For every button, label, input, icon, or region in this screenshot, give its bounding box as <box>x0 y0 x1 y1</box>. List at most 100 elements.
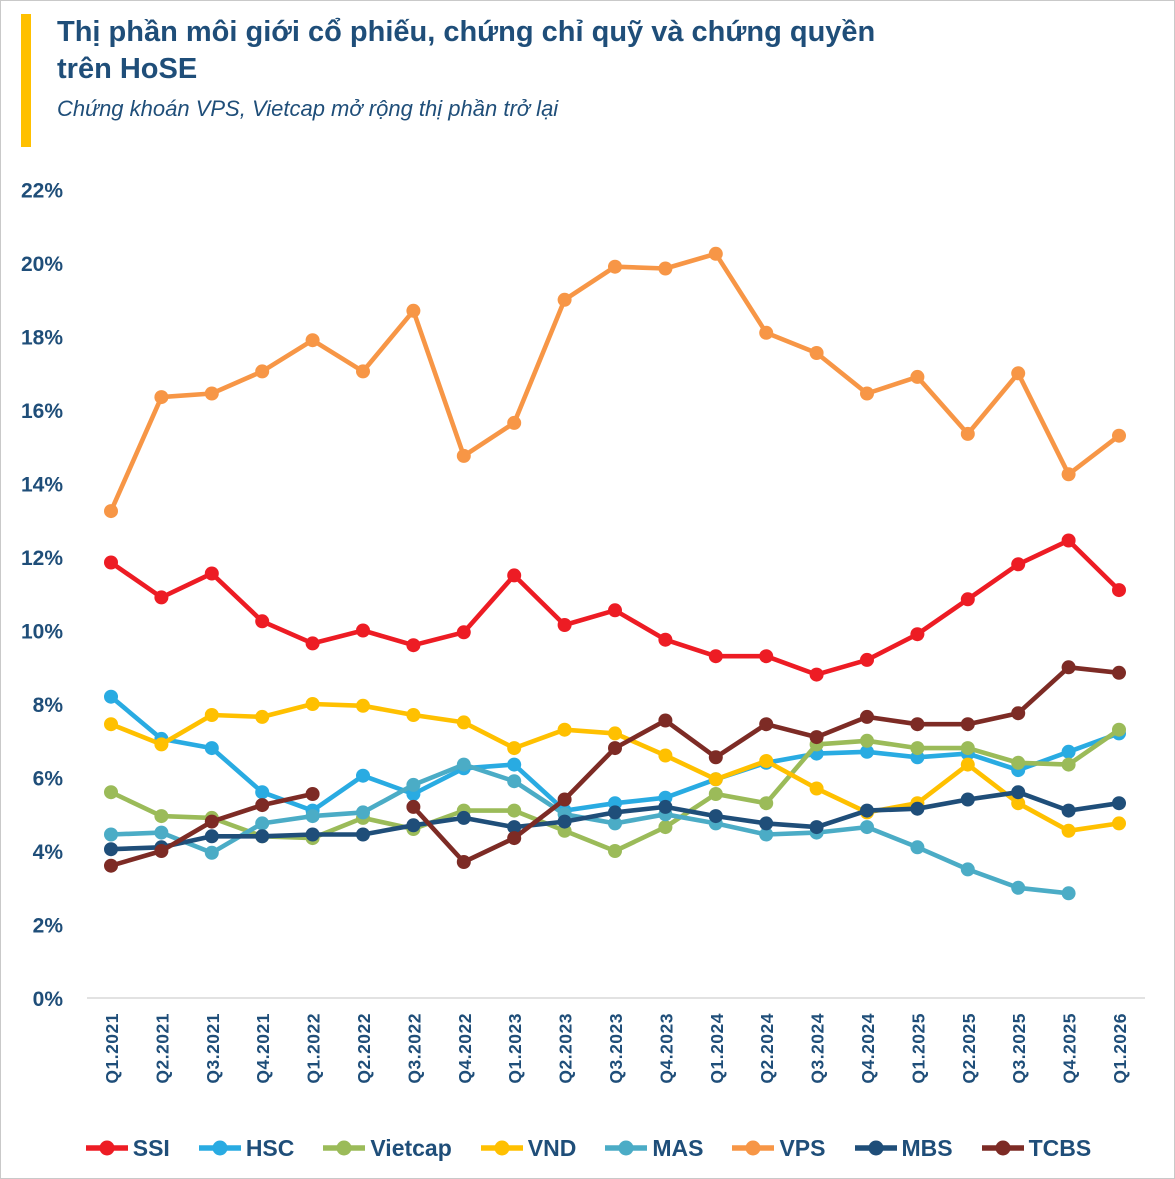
legend-label-vnd: VND <box>527 1134 577 1161</box>
legend-marker-vnd-icon <box>480 1140 523 1156</box>
vietcap-point-Q3.2025 <box>1011 755 1026 770</box>
tcbs-point-Q3.2025 <box>1011 706 1026 721</box>
x-tick-label-Q2.2022: Q2.2022 <box>354 1013 374 1084</box>
tcbs-point-Q3.2024 <box>809 730 824 745</box>
mas-point-Q3.2021 <box>204 845 219 860</box>
x-tick-label-Q2.2021: Q2.2021 <box>152 1013 172 1084</box>
ssi-point-Q4.2021 <box>255 614 270 629</box>
ssi-point-Q3.2023 <box>608 603 622 618</box>
x-tick-label-Q2.2023: Q2.2023 <box>556 1013 576 1084</box>
chart-subtitle: Chứng khoán VPS, Vietcap mở rộng thị phầ… <box>57 95 559 121</box>
ssi-point-Q4.2024 <box>860 652 874 667</box>
vps-point-Q2.2021 <box>154 390 169 405</box>
hsc-point-Q4.2021 <box>255 785 270 800</box>
vnd-point-Q4.2022 <box>456 715 471 730</box>
vnd-point-Q1.2024 <box>708 772 723 787</box>
x-tick-label-Q3.2024: Q3.2024 <box>808 1013 828 1084</box>
mbs-point-Q3.2023 <box>608 805 622 820</box>
ssi-point-Q2.2024 <box>759 649 774 664</box>
vnd-point-Q3.2021 <box>204 708 219 722</box>
mbs-point-Q1.2025 <box>910 801 925 816</box>
mbs-point-Q1.2023 <box>507 820 522 835</box>
mas-point-Q2.2022 <box>356 805 370 820</box>
vietcap-point-Q1.2023 <box>507 803 522 818</box>
x-tick-label-Q2.2024: Q2.2024 <box>757 1013 777 1084</box>
vnd-point-Q1.2022 <box>305 697 320 711</box>
ssi-point-Q3.2022 <box>406 638 421 653</box>
vnd-point-Q3.2025 <box>1011 796 1026 811</box>
tcbs-point-Q3.2023 <box>608 741 622 756</box>
legend-item-ssi: SSI <box>84 1135 170 1162</box>
legend-label-vps: VPS <box>779 1134 826 1161</box>
x-tick-label-Q4.2025: Q4.2025 <box>1060 1013 1080 1084</box>
mas-point-Q1.2022 <box>305 809 320 824</box>
ssi-point-Q4.2023 <box>658 632 673 647</box>
vps-point-Q4.2024 <box>860 386 874 401</box>
x-tick-label-Q2.2025: Q2.2025 <box>959 1013 979 1084</box>
tcbs-point-Q4.2025 <box>1061 660 1076 675</box>
legend-marker-mbs-icon <box>854 1140 897 1156</box>
mbs-point-Q4.2025 <box>1061 803 1076 818</box>
y-tick-label-18: 18% <box>21 327 63 350</box>
legend-item-vps: VPS <box>730 1134 826 1162</box>
legend-item-vnd: VND <box>479 1134 577 1162</box>
ssi-point-Q2.2022 <box>356 623 370 638</box>
mas-point-Q4.2024 <box>860 820 874 835</box>
y-tick-label-0: 0% <box>33 988 64 1011</box>
tcbs-point-Q1.2026 <box>1112 665 1126 680</box>
hsc-point-Q4.2025 <box>1061 744 1076 759</box>
mbs-point-Q2.2023 <box>557 814 572 829</box>
x-tick-label-Q4.2023: Q4.2023 <box>656 1013 676 1084</box>
ssi-point-Q1.2022 <box>305 636 320 651</box>
vnd-point-Q2.2023 <box>557 722 572 737</box>
legend-marker-tcbs-icon <box>981 1140 1024 1156</box>
vps-point-Q3.2023 <box>608 259 622 274</box>
legend-marker-ssi-icon <box>85 1140 128 1156</box>
vietcap-point-Q2.2021 <box>154 809 169 824</box>
vps-point-Q1.2025 <box>910 369 925 384</box>
vps-line <box>108 251 1122 514</box>
tcbs-point-Q1.2024 <box>708 750 723 765</box>
vietcap-point-Q4.2024 <box>860 733 874 748</box>
mbs-point-Q1.2021 <box>104 842 118 857</box>
vps-point-Q3.2025 <box>1011 366 1026 381</box>
series-ssi <box>104 533 1126 682</box>
mas-point-Q4.2025 <box>1061 886 1076 901</box>
vietcap-point-Q1.2026 <box>1112 722 1126 737</box>
accent-bar <box>21 14 31 147</box>
vps-point-Q2.2025 <box>960 426 975 441</box>
mbs-point-Q1.2022 <box>305 827 320 842</box>
tcbs-point-Q2.2025 <box>960 717 975 732</box>
chart-title-line1: Thị phần môi giới cổ phiếu, chứng chỉ qu… <box>57 16 876 48</box>
mas-point-Q4.2021 <box>255 816 270 831</box>
ssi-point-Q2.2023 <box>557 618 572 632</box>
x-tick-label-Q4.2022: Q4.2022 <box>455 1013 475 1084</box>
tcbs-point-Q1.2021 <box>104 858 118 873</box>
ssi-point-Q1.2025 <box>910 627 925 642</box>
ssi-point-Q1.2024 <box>708 649 723 664</box>
vps-point-Q2.2023 <box>557 292 572 307</box>
legend-item-vietcap: Vietcap <box>321 1135 452 1162</box>
tcbs-point-Q2.2021 <box>154 844 169 858</box>
tcbs-point-Q1.2023 <box>507 831 522 846</box>
legend-item-mbs: MBS <box>853 1135 953 1162</box>
series-tcbs <box>104 660 1126 873</box>
x-tick-label-Q1.2025: Q1.2025 <box>908 1013 928 1084</box>
mas-point-Q3.2023 <box>608 816 622 831</box>
mbs-point-Q3.2022 <box>406 818 421 833</box>
ssi-point-Q3.2025 <box>1011 557 1026 572</box>
tcbs-point-Q4.2024 <box>860 709 874 724</box>
y-tick-label-20: 20% <box>21 253 63 276</box>
y-tick-label-6: 6% <box>33 768 64 791</box>
vietcap-point-Q4.2023 <box>658 820 673 835</box>
vnd-point-Q4.2023 <box>658 748 673 763</box>
vps-point-Q1.2026 <box>1112 428 1126 443</box>
legend-label-mbs: MBS <box>901 1134 953 1161</box>
y-tick-label-10: 10% <box>21 621 63 644</box>
vnd-point-Q4.2025 <box>1061 823 1076 838</box>
vnd-point-Q3.2023 <box>608 726 622 741</box>
hsc-point-Q4.2024 <box>860 744 874 759</box>
mbs-point-Q1.2026 <box>1112 796 1126 811</box>
x-tick-label-Q3.2022: Q3.2022 <box>404 1013 424 1084</box>
